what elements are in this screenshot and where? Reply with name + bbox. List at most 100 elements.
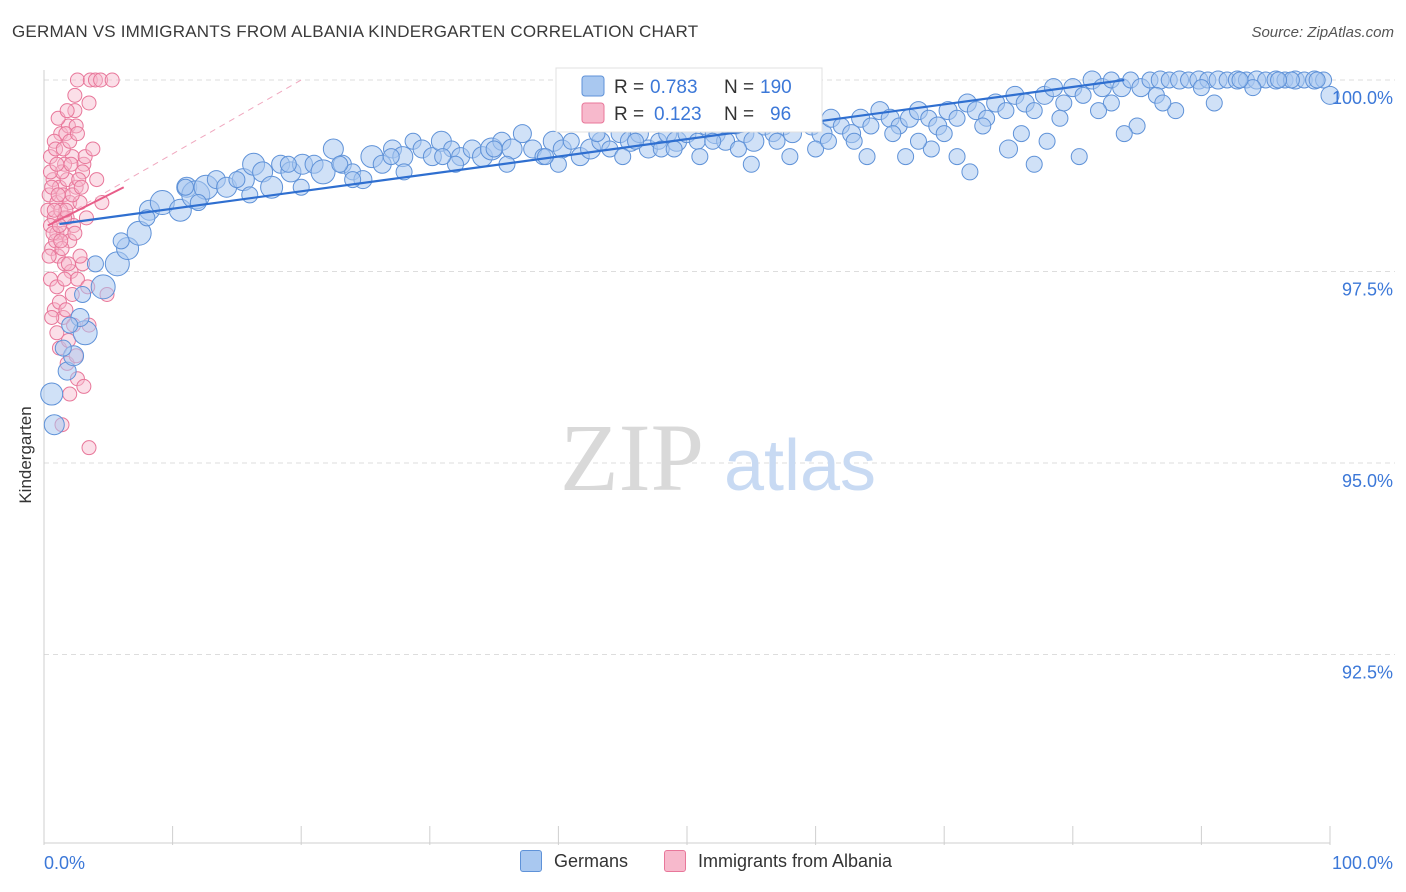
- albania-point-54: [62, 386, 78, 402]
- germans-point-26: [310, 159, 336, 185]
- germans-point-193: [1154, 94, 1172, 112]
- albania-point-38: [57, 256, 73, 272]
- albania-point-86: [67, 87, 83, 103]
- germans-point-51: [562, 132, 580, 150]
- albania-point-17: [51, 179, 67, 195]
- albania-point-71: [41, 248, 57, 264]
- germans-point-1: [43, 414, 65, 436]
- stats-r-label-0: R =: [614, 77, 644, 98]
- albania-point-56: [81, 440, 97, 456]
- germans-point-151: [189, 194, 207, 212]
- germans-trendline: [59, 78, 1125, 226]
- germans-point-173: [228, 171, 246, 189]
- germans-point-150: [241, 186, 259, 204]
- germans-point-140: [729, 140, 747, 158]
- stats-r-label-1: R =: [614, 104, 644, 125]
- germans-point-137: [845, 132, 863, 150]
- albania-point-29: [53, 202, 69, 218]
- germans-point-172: [279, 155, 297, 173]
- albania-point-91: [72, 248, 88, 264]
- y-tick-label-1: 97.5%: [1342, 280, 1393, 300]
- germans-point-164: [665, 140, 683, 158]
- tick-labels: 100.0% 97.5% 95.0% 92.5% 0.0% 100.0%: [44, 88, 1393, 873]
- germans-point-158: [897, 148, 915, 166]
- trendlines: [47, 78, 1125, 227]
- albania-point-5: [67, 103, 83, 119]
- albania-point-61: [44, 179, 60, 195]
- albania-point-9: [68, 118, 84, 134]
- albania-point-43: [57, 271, 73, 287]
- germans-point-160: [819, 132, 837, 150]
- germans-point-159: [858, 148, 876, 166]
- albania-point-42: [49, 279, 65, 295]
- legend-swatch-germans: [520, 850, 542, 872]
- germans-point-192: [1115, 125, 1133, 143]
- germans-point-6: [90, 274, 116, 300]
- stats-r-value-0: 0.783: [650, 77, 698, 98]
- germans-point-195: [909, 132, 927, 150]
- albania-point-20: [75, 164, 91, 180]
- germans-point-184: [1192, 79, 1210, 97]
- legend-swatch-albania: [664, 850, 686, 872]
- germans-point-64: [688, 132, 706, 150]
- albania-point-82: [69, 126, 85, 142]
- albania-point-69: [51, 294, 67, 310]
- albania-point-96: [76, 378, 92, 394]
- stats-legend: R = 0.783 N = 190 R = 0.123 N = 96: [555, 67, 823, 133]
- germans-point-188: [974, 117, 992, 135]
- stats-swatch-albania: [581, 102, 605, 124]
- bottom-legend: Germans Immigrants from Albania: [0, 850, 1406, 880]
- germans-point-91: [948, 109, 966, 127]
- germans-point-141: [691, 148, 709, 166]
- germans-point-176: [112, 232, 130, 250]
- albania-trendline-dashed: [47, 79, 302, 226]
- y-tick-label-0: 100.0%: [1332, 88, 1393, 108]
- germans-point-135: [922, 140, 940, 158]
- germans-point-181: [1038, 132, 1056, 150]
- germans-point-187: [1308, 71, 1326, 89]
- albania-point-15: [76, 156, 92, 172]
- stats-swatch-germans: [581, 75, 605, 97]
- series-germans-points: [40, 70, 1340, 436]
- germans-point-178: [74, 285, 92, 303]
- germans-point-134: [961, 163, 979, 181]
- albania-point-64: [67, 225, 83, 241]
- albania-point-90: [53, 233, 69, 249]
- albania-point-83: [77, 149, 93, 165]
- germans-point-0: [40, 382, 64, 406]
- germans-point-171: [331, 155, 349, 173]
- stats-n-label-1: N =: [724, 104, 754, 125]
- albania-point-80: [55, 141, 71, 157]
- germans-point-194: [948, 148, 966, 166]
- y-tick-label-3: 92.5%: [1342, 663, 1393, 683]
- albania-point-79: [49, 156, 65, 172]
- axes: [43, 70, 1331, 845]
- legend-item-albania[interactable]: Immigrants from Albania: [664, 850, 892, 872]
- germans-point-139: [768, 132, 786, 150]
- legend-item-germans[interactable]: Germans: [520, 850, 628, 872]
- albania-point-2: [87, 72, 103, 88]
- albania-point-49: [49, 325, 65, 341]
- germans-point-174: [176, 178, 194, 196]
- y-tick-label-2: 95.0%: [1342, 471, 1393, 491]
- germans-point-132: [1025, 155, 1043, 173]
- albania-point-81: [62, 133, 78, 149]
- germans-point-46: [512, 124, 532, 144]
- germans-point-131: [1070, 148, 1088, 166]
- germans-point-136: [884, 125, 902, 143]
- germans-point-146: [447, 155, 465, 173]
- albania-point-66: [54, 241, 70, 257]
- stats-n-label-0: N =: [724, 77, 754, 98]
- germans-point-102: [1055, 94, 1073, 112]
- stats-n-value-1: 96: [770, 104, 791, 125]
- germans-point-157: [935, 125, 953, 143]
- germans-point-130: [1320, 85, 1340, 105]
- legend-label-albania: Immigrants from Albania: [698, 850, 893, 871]
- albania-point-93: [44, 309, 60, 325]
- germans-point-169: [434, 148, 452, 166]
- x-tick-label-1: 100.0%: [1332, 853, 1393, 873]
- germans-point-177: [86, 255, 104, 273]
- germans-point-21: [260, 175, 284, 199]
- source-label: Source: ZipAtlas.com: [1251, 24, 1394, 41]
